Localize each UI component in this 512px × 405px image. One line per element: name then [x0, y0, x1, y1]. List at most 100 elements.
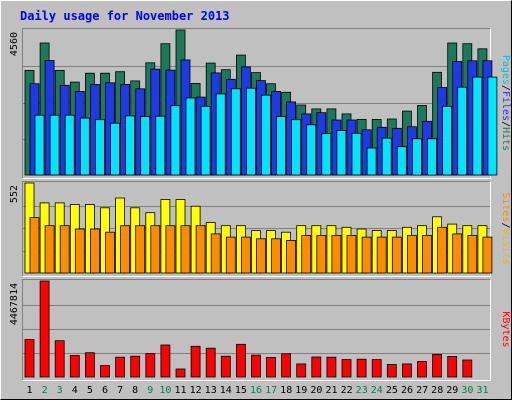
bar-hits-pages-day-6: [110, 122, 120, 176]
bar-hits-pages-day-7: [125, 115, 135, 176]
bar-visits-sites-day-19: [301, 235, 312, 274]
bar-hits-pages-day-3: [64, 114, 75, 176]
chart-title: Daily usage for November 2013: [20, 9, 230, 23]
x-tick-label-day-1: 1: [26, 385, 32, 396]
panel-visits-frame-shadow: [22, 181, 491, 277]
bar-kbytes-kbytes-day-10: [160, 344, 171, 378]
bar-visits-sites-day-7: [120, 225, 130, 274]
bar-kbytes-kbytes-day-14: [220, 355, 231, 378]
bar-visits-sites-day-26: [406, 235, 417, 274]
x-tick-label-day-22: 22: [341, 385, 353, 396]
bar-kbytes-kbytes-day-30: [462, 359, 473, 378]
bar-kbytes-kbytes-day-11: [175, 368, 186, 378]
bar-hits-pages-day-18: [291, 119, 302, 176]
bar-kbytes-kbytes-day-26: [401, 363, 412, 378]
bar-hits-pages-day-10: [170, 105, 181, 176]
bar-hits-pages-day-23: [366, 147, 377, 176]
bar-visits-sites-day-10: [165, 225, 176, 274]
bar-visits-sites-day-15: [240, 236, 251, 274]
bar-hits-pages-day-16: [261, 94, 271, 176]
x-tick-label-day-8: 8: [132, 385, 138, 396]
right-label-hits-part-0: Pages: [500, 55, 511, 85]
bar-kbytes-kbytes-day-19: [296, 363, 307, 378]
bar-hits-pages-day-4: [79, 117, 90, 176]
right-label-kbytes-part-0: KBytes: [500, 311, 511, 347]
bar-hits-pages-day-25: [396, 146, 407, 176]
bar-kbytes-kbytes-day-4: [69, 355, 80, 378]
bar-hits-pages-day-31: [487, 76, 498, 176]
x-tick-label-day-14: 14: [220, 385, 232, 396]
bar-kbytes-kbytes-day-16: [251, 354, 261, 378]
x-tick-label-day-10: 10: [159, 385, 171, 396]
panel-kbytes-frame-highlight: [22, 279, 491, 381]
bar-hits-pages-day-8: [140, 116, 151, 176]
right-label-hits-part-1: /: [500, 85, 511, 91]
x-tick-label-day-21: 21: [325, 385, 337, 396]
bar-hits-pages-day-30: [472, 76, 483, 176]
panel-kbytes-max-label: 4467814: [9, 283, 20, 325]
panel-kbytes-frame-shadow: [22, 279, 491, 381]
bar-hits-pages-day-28: [442, 105, 453, 176]
bar-visits-sites-day-29: [452, 233, 463, 274]
bar-kbytes-kbytes-day-17: [266, 356, 276, 378]
x-tick-label-day-31: 31: [476, 385, 488, 396]
bar-visits-sites-day-6: [105, 231, 115, 274]
bar-visits-sites-day-28: [437, 226, 448, 274]
bar-visits-sites-day-1: [29, 217, 40, 274]
bar-hits-pages-day-13: [215, 93, 226, 176]
bar-hits-pages-day-1: [34, 114, 45, 176]
bar-kbytes-kbytes-day-9: [145, 353, 156, 378]
bar-visits-sites-day-27: [422, 235, 432, 274]
bar-visits-sites-day-4: [74, 228, 85, 274]
x-tick-label-day-24: 24: [371, 385, 383, 396]
x-tick-label-day-18: 18: [280, 385, 292, 396]
right-label-visits-part-1: /: [500, 222, 511, 228]
bar-visits-sites-day-31: [482, 236, 493, 274]
x-tick-label-day-2: 2: [42, 385, 48, 396]
bar-visits-sites-day-22: [346, 235, 357, 274]
bar-hits-pages-day-9: [155, 115, 166, 176]
x-tick-label-day-25: 25: [386, 385, 398, 396]
bar-kbytes-kbytes-day-21: [326, 356, 337, 378]
bar-kbytes-kbytes-day-28: [432, 353, 443, 378]
bar-hits-pages-day-14: [230, 88, 241, 176]
bar-hits-pages-day-29: [457, 86, 468, 176]
bar-visits-sites-day-25: [391, 236, 402, 274]
bar-kbytes-kbytes-day-3: [54, 340, 65, 378]
bar-kbytes-kbytes-day-13: [205, 347, 216, 378]
right-label-hits: Pages/Files/Hits: [500, 55, 511, 151]
bar-hits-pages-day-11: [185, 97, 196, 176]
x-tick-label-day-9: 9: [147, 385, 153, 396]
bar-kbytes-kbytes-day-27: [417, 361, 427, 378]
bar-hits-pages-day-19: [306, 124, 317, 176]
bar-kbytes-kbytes-day-8: [130, 355, 141, 378]
bar-visits-sites-day-13: [210, 233, 221, 274]
x-tick-label-day-28: 28: [431, 385, 443, 396]
bar-hits-pages-day-17: [276, 116, 286, 176]
panel-hits-max-label: 4560: [9, 32, 20, 56]
x-tick-label-day-19: 19: [295, 385, 307, 396]
x-tick-label-day-11: 11: [174, 385, 186, 396]
right-label-hits-part-4: Hits: [500, 127, 511, 151]
bar-kbytes-kbytes-day-25: [386, 364, 397, 378]
bar-visits-sites-day-9: [150, 225, 161, 274]
x-tick-label-day-29: 29: [446, 385, 458, 396]
bar-visits-sites-day-23: [361, 236, 372, 274]
x-tick-label-day-13: 13: [205, 385, 217, 396]
bar-kbytes-kbytes-day-5: [85, 352, 95, 378]
bar-visits-sites-day-30: [467, 235, 478, 274]
bar-visits-sites-day-12: [195, 225, 206, 274]
bar-kbytes-kbytes-day-22: [341, 359, 352, 378]
right-label-hits-part-2: Files: [500, 91, 511, 121]
bar-visits-sites-day-14: [225, 236, 236, 274]
right-label-kbytes: KBytes: [500, 311, 511, 347]
bar-visits-sites-day-24: [376, 236, 387, 274]
bar-visits-sites-day-3: [59, 225, 70, 274]
bar-visits-sites-day-18: [286, 239, 297, 274]
bar-hits-pages-day-12: [200, 105, 211, 176]
x-tick-label-day-4: 4: [72, 385, 78, 396]
x-tick-label-day-16: 16: [250, 385, 262, 396]
